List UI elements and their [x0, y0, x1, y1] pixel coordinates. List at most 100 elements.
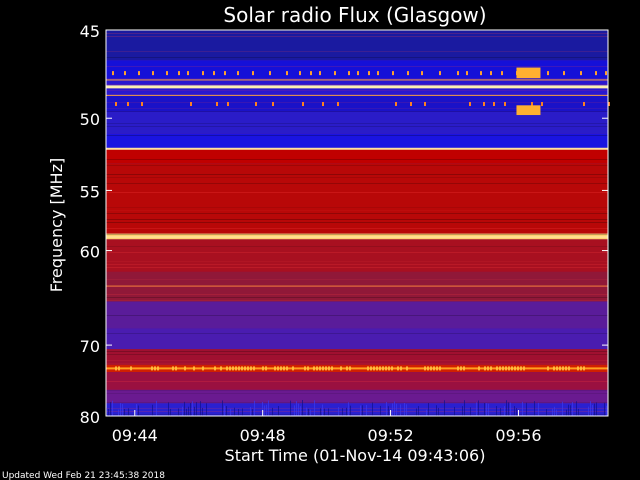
texture-row [106, 177, 608, 178]
interference-tick [255, 102, 257, 107]
texture-row [106, 108, 608, 109]
texture-row [106, 210, 608, 211]
texture-row [106, 222, 608, 223]
noise-streak [290, 400, 291, 416]
texture-row [106, 57, 608, 58]
noise-streak [526, 402, 527, 416]
emission-line [106, 285, 608, 287]
burst-lower [516, 105, 541, 116]
emission-line [106, 79, 608, 81]
emission-line [106, 85, 608, 89]
noise-streaks [106, 400, 607, 416]
texture-row [106, 234, 608, 235]
noise-streak [568, 404, 569, 416]
texture-row [106, 390, 608, 391]
noise-streak [484, 403, 485, 416]
noise-streak [462, 406, 463, 416]
noise-streak [592, 405, 593, 416]
speckle [397, 366, 399, 371]
texture-row [106, 123, 608, 124]
frequency-band [106, 60, 608, 79]
interference-tick [490, 71, 492, 76]
noise-streak [124, 408, 125, 416]
noise-streak [138, 405, 139, 416]
noise-streak [444, 400, 445, 416]
y-tick-label: 60 [80, 243, 100, 262]
noise-streak [476, 402, 477, 416]
interference-tick [166, 71, 168, 76]
speckle [307, 366, 309, 371]
speckle [214, 366, 216, 371]
noise-streak [170, 408, 171, 416]
texture-row [106, 207, 608, 208]
interference-tick [337, 102, 339, 107]
interference-tick [178, 71, 180, 76]
speckle [340, 366, 342, 371]
speckle [430, 366, 432, 371]
speckle [463, 366, 465, 371]
speckle [304, 366, 306, 371]
speckle [457, 366, 459, 371]
noise-streak [350, 405, 351, 416]
texture-row [106, 261, 608, 262]
interference-tick [595, 71, 597, 76]
noise-streak [588, 406, 589, 416]
interference-tick [334, 71, 336, 76]
noise-streak [178, 408, 179, 416]
frequency-band [106, 328, 608, 350]
noise-streak [400, 404, 401, 416]
noise-streak [184, 401, 185, 416]
speckle [562, 366, 564, 371]
interference-tick [319, 71, 321, 76]
interference-tick [272, 102, 274, 107]
noise-streak [108, 409, 109, 416]
speckle [274, 366, 276, 371]
x-tick-label: 09:52 [368, 426, 414, 445]
noise-streak [562, 401, 563, 416]
noise-streak [200, 401, 201, 416]
interference-tick [605, 71, 607, 76]
noise-streak [266, 404, 267, 416]
noise-streak [590, 401, 591, 416]
noise-streak [252, 409, 253, 416]
y-tick-label: 50 [80, 110, 100, 129]
interference-tick [377, 71, 379, 76]
y-tick-label: 55 [80, 182, 100, 201]
interference-tick [141, 102, 143, 107]
texture-row [106, 84, 608, 85]
texture-row [106, 393, 608, 394]
texture-row [106, 165, 608, 166]
interference-tick [286, 71, 288, 76]
texture-row [106, 66, 608, 67]
texture-row [106, 333, 608, 334]
speckle [286, 366, 288, 371]
noise-streak [514, 406, 515, 416]
interference-tick [541, 102, 543, 107]
interference-tick [480, 71, 482, 76]
noise-streak [112, 400, 113, 416]
speckle [313, 366, 315, 371]
interference-tick [483, 102, 485, 107]
x-tick-label: 09:48 [240, 426, 286, 445]
speckle [154, 366, 156, 371]
plot-frame [105, 29, 609, 417]
speckle [580, 366, 582, 371]
speckle [484, 366, 486, 371]
frequency-band [106, 148, 608, 164]
interference-tick [410, 102, 412, 107]
texture-row [106, 363, 608, 364]
texture-row [106, 252, 608, 253]
noise-streak [182, 406, 183, 416]
speckle [367, 366, 369, 371]
noise-streak [254, 400, 255, 416]
burst-upper [516, 67, 541, 79]
noise-streak [372, 402, 373, 416]
interference-tick [138, 71, 140, 76]
texture-row [106, 33, 608, 34]
texture-row [106, 111, 608, 112]
interference-tick [563, 71, 565, 76]
speckle [400, 366, 402, 371]
speckle [490, 366, 492, 371]
interference-tick [424, 102, 426, 107]
frequency-band [106, 95, 608, 112]
